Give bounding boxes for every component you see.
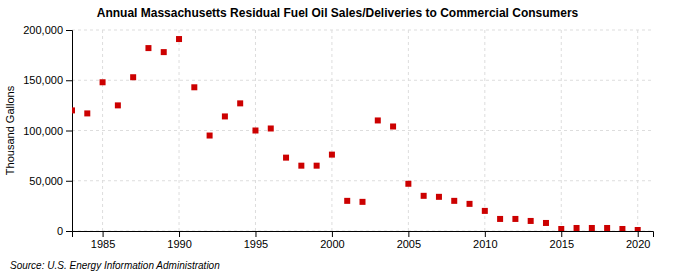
point (375, 117, 381, 123)
y-axis: 0 50,000 100,000 150,000 200,000 (23, 24, 72, 237)
title: Annual Massachusetts Residual Fuel Oil S… (97, 6, 579, 20)
x-tick: 1995 (244, 231, 268, 250)
point (298, 163, 304, 169)
chart-svg: 1985 1990 1995 2000 2005 2010 2015 2020 0 50,000 1… (0, 0, 675, 275)
grid-line-y (72, 30, 653, 31)
y-tick-mark (66, 80, 72, 81)
point (451, 198, 457, 204)
y-tick: 100,000 (23, 125, 72, 137)
x-tick-mark (179, 231, 180, 237)
point (619, 226, 625, 231)
x-tick: 2020 (626, 231, 650, 250)
y-tick-label: 100,000 (23, 125, 63, 137)
x-tick: 1990 (167, 231, 191, 250)
point (436, 194, 442, 200)
x-tick-mark (485, 231, 486, 237)
y-tick: 0 (57, 225, 72, 237)
point (100, 79, 106, 85)
x-tick: 2000 (320, 231, 344, 250)
y-tick-label: 50,000 (29, 175, 63, 187)
point (222, 113, 228, 119)
point (589, 225, 595, 231)
y-tick-label: 200,000 (23, 24, 63, 36)
y-axis-line (66, 31, 73, 232)
point (635, 227, 641, 231)
point (574, 225, 580, 231)
x-tick-mark (561, 231, 562, 237)
point (482, 208, 488, 214)
y-tick: 50,000 (29, 175, 72, 187)
x-tick: 2010 (473, 231, 497, 250)
point (84, 110, 90, 116)
point (390, 123, 396, 129)
x-tick-mark (408, 231, 409, 237)
y-tick-label: 0 (57, 225, 63, 237)
y-tick: 150,000 (23, 74, 72, 86)
x-tick-label: 1995 (244, 238, 268, 250)
x-tick-label: 2015 (550, 238, 574, 250)
point (191, 84, 197, 90)
point (268, 125, 274, 131)
grid-line-y (72, 180, 653, 181)
grid (72, 30, 653, 231)
x-tick-label: 2020 (626, 238, 650, 250)
x-tick-mark (255, 231, 256, 237)
plot-area: 1985 1990 1995 2000 2005 2010 2015 2020 0 50,000 1… (23, 24, 653, 250)
x-axis-line (73, 232, 654, 238)
x-tick: 2015 (550, 231, 574, 250)
point (512, 216, 518, 222)
point (314, 163, 320, 169)
x-tick-mark (638, 231, 639, 237)
point (543, 220, 549, 226)
x-tick-mark (332, 231, 333, 237)
y-tick-mark (66, 30, 72, 31)
point (558, 226, 564, 231)
grid-line-x (179, 30, 180, 231)
point (130, 74, 136, 80)
x-tick-mark (103, 231, 104, 237)
x-tick-label: 2010 (473, 238, 497, 250)
y-tick-label: 150,000 (23, 74, 63, 86)
point (237, 100, 243, 106)
point (467, 201, 473, 207)
points (72, 36, 641, 231)
point (283, 155, 289, 161)
point (176, 36, 182, 42)
point (115, 102, 121, 108)
x-tick: 2005 (397, 231, 421, 250)
y-axis-title: Thousand Gallons (4, 85, 16, 175)
grid-line-y (72, 80, 653, 81)
point (161, 49, 167, 55)
x-tick: 1985 (91, 231, 115, 250)
y-tick-mark (66, 231, 72, 232)
x-tick-label: 2005 (397, 238, 421, 250)
x-axis: 1985 1990 1995 2000 2005 2010 2015 2020 (73, 231, 654, 250)
point (497, 216, 503, 222)
point (72, 107, 75, 113)
x-tick-label: 1990 (167, 238, 191, 250)
point (405, 181, 411, 187)
source-note: Source: U.S. Energy Information Administ… (10, 260, 220, 271)
point (252, 128, 258, 134)
y-tick: 200,000 (23, 24, 72, 36)
point (344, 198, 350, 204)
point (604, 225, 610, 231)
x-tick-label: 1985 (91, 238, 115, 250)
grid-line-y (72, 130, 653, 131)
point (360, 199, 366, 205)
point (145, 45, 151, 51)
point (421, 193, 427, 199)
x-tick-label: 2000 (320, 238, 344, 250)
y-tick-mark (66, 181, 72, 182)
point (329, 152, 335, 158)
chart-container: 1985 1990 1995 2000 2005 2010 2015 2020 0 50,000 1… (0, 0, 675, 275)
grid-line-x (484, 30, 485, 231)
point (207, 133, 213, 139)
y-tick-mark (66, 131, 72, 132)
point (528, 218, 534, 224)
